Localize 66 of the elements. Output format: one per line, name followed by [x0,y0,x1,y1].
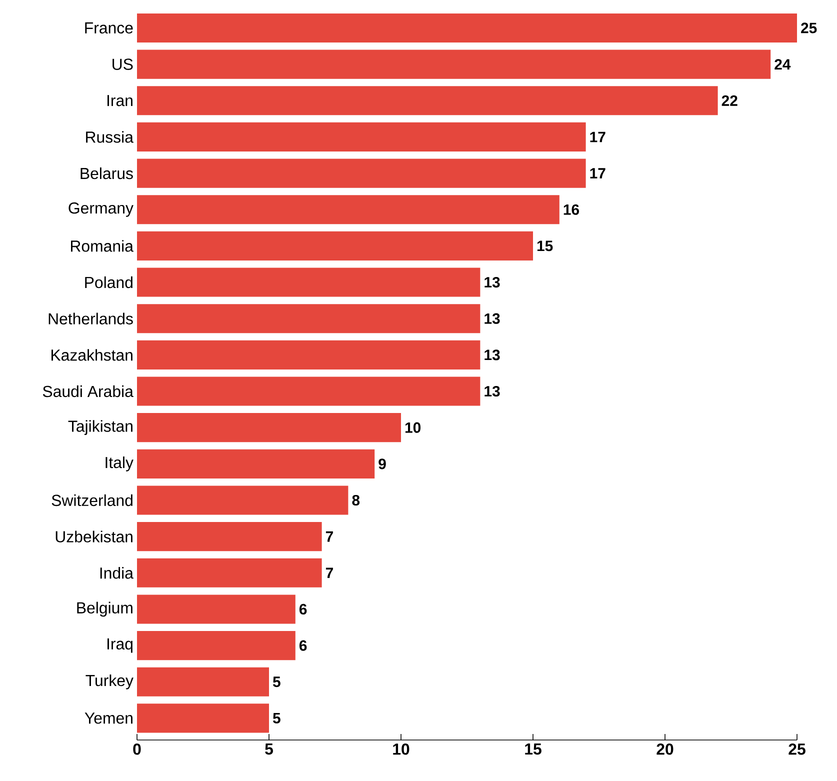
y-tick-label: US [112,58,133,70]
bar [137,704,269,733]
data-label: 25 [801,22,817,34]
bar [137,413,402,442]
data-label: 7 [326,568,333,578]
data-label: 5 [272,676,280,688]
bar [137,631,296,660]
y-tick-label: Tajikistan [68,420,132,436]
data-label: 7 [326,531,333,542]
bar [137,268,480,297]
data-label: 17 [590,168,606,178]
y-tick-label: Kazakhstan [51,349,132,361]
bar [137,522,322,552]
bar [137,594,296,624]
y-tick-label: India [100,567,134,579]
bar [137,122,586,152]
data-label: 13 [484,313,500,324]
y-tick-label: Iran [107,95,132,106]
y-tick-label: Romania [71,240,134,252]
y-tick-label: Germany [68,202,134,217]
data-label: 15 [537,240,553,252]
bar [137,158,586,188]
bar [137,558,322,588]
data-label: 16 [564,204,579,215]
data-label: 13 [484,386,500,397]
bar [137,449,375,478]
bar [137,667,269,696]
y-tick-label: Yemen [84,712,132,724]
y-tick-label: Switzerland [52,494,132,506]
y-tick-label: Poland [85,276,132,288]
y-tick-label: France [85,22,133,34]
bar [137,13,798,43]
data-label: 5 [272,712,280,724]
data-label: 17 [590,132,606,142]
data-label: 8 [352,494,360,506]
data-label: 6 [299,604,307,615]
data-label: 24 [774,59,791,70]
bar [137,231,534,260]
x-tick-label: 25 [788,744,806,755]
y-tick-label: Russia [86,131,134,143]
data-label: 10 [405,422,421,433]
y-tick-label: Italy [106,456,134,472]
bar [137,340,480,370]
bar [137,50,771,79]
bar [137,376,480,406]
bar [137,86,718,116]
y-tick-label: Belgium [77,602,132,617]
data-label: 13 [484,350,500,360]
y-tick-label: Iraq [107,638,132,653]
bar [137,486,348,515]
x-tick-label: 20 [656,744,674,755]
bar [137,304,480,334]
bar [137,195,560,224]
x-tick-label: 15 [525,744,542,755]
y-tick-label: Saudi Arabia [42,385,134,398]
data-label: 13 [484,276,500,288]
x-tick-label: 10 [393,744,410,755]
data-label: 22 [722,95,738,106]
y-tick-label: Uzbekistan [56,530,132,542]
x-tick-label: 0 [133,744,141,755]
data-label: 6 [299,640,307,651]
x-tick-label: 5 [265,744,273,755]
y-tick-label: Turkey [86,674,134,690]
data-label: 9 [378,458,386,470]
y-tick-label: Netherlands [48,312,133,324]
y-tick-label: Belarus [80,167,133,180]
